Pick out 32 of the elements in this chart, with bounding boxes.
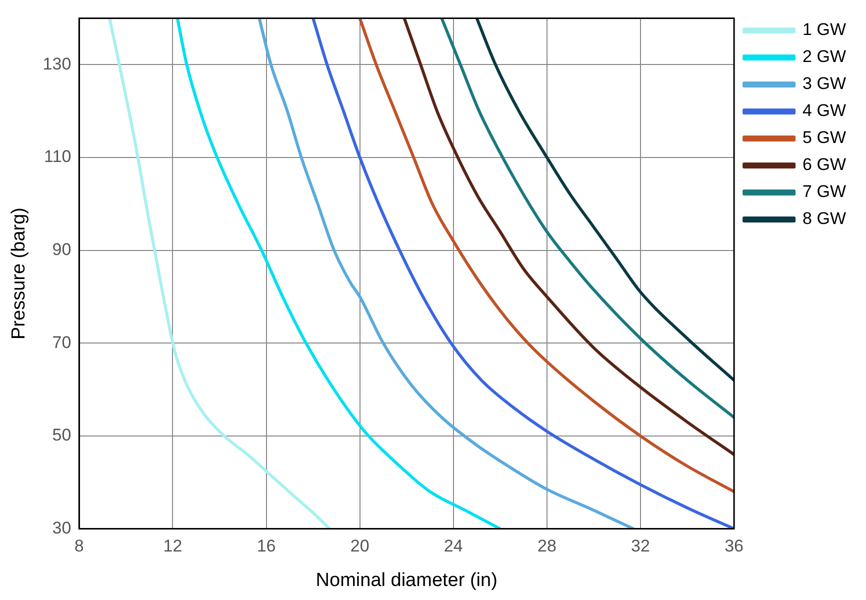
x-tick-label: 20 bbox=[350, 536, 370, 556]
legend-label: 6 GW bbox=[802, 155, 846, 174]
x-tick-label: 16 bbox=[256, 536, 276, 556]
x-tick-label: 12 bbox=[163, 536, 182, 556]
x-tick-label: 28 bbox=[537, 536, 556, 556]
y-tick-label: 30 bbox=[52, 518, 72, 538]
x-tick-label: 32 bbox=[631, 536, 650, 556]
y-tick-label: 50 bbox=[52, 426, 72, 445]
y-tick-label: 90 bbox=[52, 240, 72, 259]
x-tick-label: 36 bbox=[724, 536, 744, 556]
legend-label: 5 GW bbox=[802, 128, 846, 148]
legend-label: 8 GW bbox=[802, 209, 846, 228]
x-tick-label: 24 bbox=[444, 536, 463, 556]
legend-label: 1 GW bbox=[802, 20, 846, 40]
legend-label: 2 GW bbox=[802, 47, 846, 66]
y-tick-label: 110 bbox=[44, 147, 72, 166]
line-series bbox=[475, 18, 734, 382]
x-axis-title: Nominal diameter (in) bbox=[316, 570, 498, 591]
line-series bbox=[358, 18, 734, 494]
legend-label: 3 GW bbox=[802, 74, 846, 94]
line-series bbox=[176, 18, 502, 529]
y-tick-label: 130 bbox=[42, 54, 72, 74]
x-tick-label: 8 bbox=[74, 536, 84, 556]
line-series bbox=[108, 18, 331, 529]
line-series bbox=[402, 18, 734, 456]
y-axis-title: Pressure (barg) bbox=[8, 208, 30, 340]
y-tick-label: 70 bbox=[52, 332, 72, 352]
legend-label: 4 GW bbox=[802, 101, 846, 120]
legend-label: 7 GW bbox=[802, 182, 846, 202]
line-series bbox=[312, 18, 734, 529]
line-series bbox=[440, 18, 734, 419]
line-series bbox=[258, 18, 635, 529]
